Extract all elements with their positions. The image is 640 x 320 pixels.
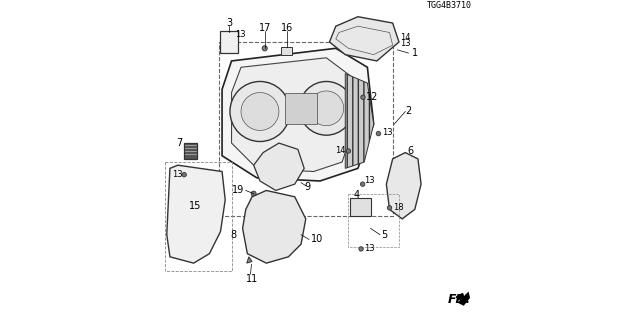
Bar: [282, 47, 292, 55]
Polygon shape: [222, 48, 374, 181]
Polygon shape: [330, 17, 399, 61]
Text: 7: 7: [176, 138, 182, 148]
Text: FR.: FR.: [448, 293, 471, 306]
Text: 14: 14: [335, 147, 345, 156]
Text: 13: 13: [172, 170, 182, 179]
Text: 8: 8: [230, 230, 236, 240]
Bar: [350, 198, 371, 216]
Text: 3: 3: [227, 18, 232, 28]
Text: 10: 10: [310, 235, 323, 244]
Circle shape: [309, 91, 344, 126]
Polygon shape: [387, 153, 421, 219]
Circle shape: [346, 149, 351, 153]
Text: 13: 13: [235, 29, 245, 39]
Text: 2: 2: [405, 107, 412, 116]
Text: 13: 13: [364, 244, 375, 253]
Circle shape: [359, 247, 364, 251]
Text: 19: 19: [232, 186, 244, 196]
Bar: [184, 143, 196, 159]
Circle shape: [251, 191, 256, 196]
Text: TGG4B3710: TGG4B3710: [427, 1, 472, 10]
Circle shape: [262, 46, 268, 51]
Text: 17: 17: [259, 23, 271, 33]
Polygon shape: [243, 190, 306, 263]
Text: 4: 4: [353, 190, 360, 200]
Circle shape: [241, 92, 279, 131]
Text: 6: 6: [407, 146, 413, 156]
Polygon shape: [232, 58, 355, 172]
Polygon shape: [458, 292, 470, 306]
Text: 11: 11: [246, 274, 258, 284]
Circle shape: [360, 182, 365, 186]
Text: 15: 15: [189, 201, 202, 211]
Bar: [285, 92, 317, 124]
Circle shape: [182, 172, 186, 177]
Circle shape: [376, 132, 381, 136]
Circle shape: [230, 82, 290, 141]
Text: 13: 13: [381, 128, 392, 137]
Polygon shape: [167, 165, 225, 263]
Text: 9: 9: [304, 182, 310, 192]
Text: 1: 1: [412, 48, 418, 58]
Text: 12: 12: [366, 92, 378, 102]
Polygon shape: [345, 74, 374, 168]
Bar: [221, 31, 238, 53]
Text: 13: 13: [401, 39, 411, 48]
Circle shape: [300, 82, 353, 135]
Polygon shape: [246, 257, 252, 263]
Text: 16: 16: [281, 23, 293, 33]
Polygon shape: [253, 143, 304, 190]
Circle shape: [387, 206, 392, 210]
Text: 18: 18: [393, 203, 403, 212]
Text: 5: 5: [381, 230, 388, 240]
Text: 14: 14: [401, 33, 411, 42]
Circle shape: [361, 95, 365, 100]
Text: 13: 13: [364, 177, 375, 186]
